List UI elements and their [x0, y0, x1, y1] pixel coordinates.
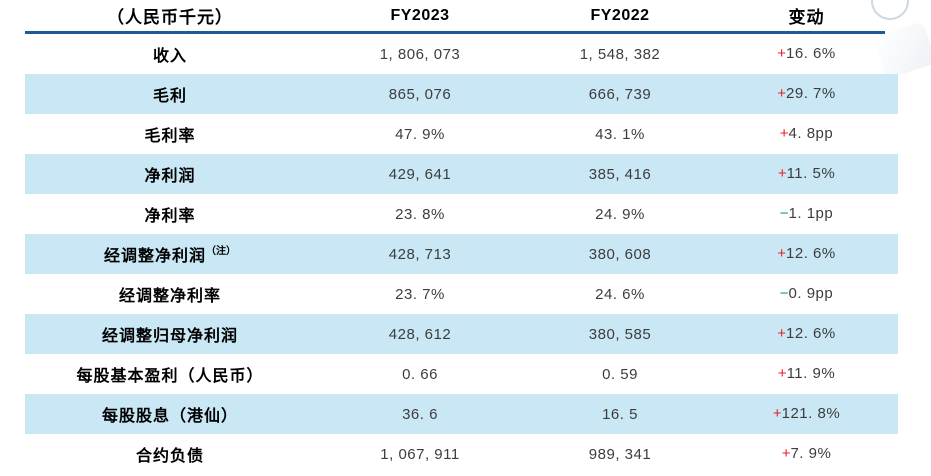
table-row: 合约负债 1, 067, 911 989, 341 +7. 9% [25, 434, 898, 474]
change-amount: 7. 9% [790, 445, 832, 462]
fy2022-value: 16. 5 [602, 405, 638, 423]
change-sign: + [777, 165, 787, 182]
table-row: 每股基本盈利（人民币） 0. 66 0. 59 +11. 9% [25, 354, 898, 394]
change-sign: + [779, 125, 789, 142]
change-amount: 11. 5% [786, 165, 836, 182]
table-row: 经调整归母净利润 428, 612 380, 585 +12. 6% [25, 314, 898, 354]
column-header-fy2023: FY2023 [390, 6, 450, 24]
change-value: +121. 8% [715, 405, 898, 423]
change-sign: − [779, 285, 789, 302]
column-header-fy2022: FY2022 [590, 6, 650, 24]
fy2022-value: 666, 739 [588, 85, 652, 103]
change-value: +12. 6% [715, 245, 898, 263]
fy2023-value: 865, 076 [388, 85, 452, 103]
column-header-change: 变动 [788, 8, 825, 27]
change-value: +12. 6% [715, 325, 898, 343]
change-value: +7. 9% [715, 445, 898, 463]
change-amount: 0. 9pp [788, 285, 834, 302]
change-sign: + [777, 85, 787, 102]
row-label: 经调整净利率 [118, 288, 221, 305]
fy2022-value: 380, 608 [588, 245, 652, 263]
row-label: 毛利率 [144, 128, 196, 145]
fy2022-value: 0. 59 [602, 365, 638, 383]
row-label: 每股基本盈利（人民币） [76, 368, 264, 385]
change-value: +16. 6% [715, 45, 898, 63]
change-amount: 121. 8% [781, 405, 841, 422]
header-divider-line [25, 31, 885, 34]
fy2023-value: 428, 612 [388, 325, 452, 343]
fy2023-value: 47. 9% [395, 125, 445, 143]
change-sign: + [781, 445, 791, 462]
change-value: +11. 9% [715, 365, 898, 383]
fy2023-value: 0. 66 [402, 365, 438, 383]
table-row: 净利润 429, 641 385, 416 +11. 5% [25, 154, 898, 194]
fy2023-value: 1, 067, 911 [380, 445, 460, 463]
change-value: −0. 9pp [715, 285, 898, 303]
fy2022-value: 24. 9% [595, 205, 645, 223]
row-label: 合约负债 [135, 448, 204, 465]
change-sign: + [772, 405, 782, 422]
table-row: 每股股息（港仙） 36. 6 16. 5 +121. 8% [25, 394, 898, 434]
fy2022-value: 1, 548, 382 [579, 45, 661, 63]
fy2022-value: 43. 1% [595, 125, 645, 143]
fy2023-value: 23. 8% [395, 205, 445, 223]
table-row: 经调整净利润（注） 428, 713 380, 608 +12. 6% [25, 234, 898, 274]
fy2023-value: 23. 7% [395, 285, 445, 303]
row-label: 经调整归母净利润 [101, 328, 238, 345]
fy2022-value: 24. 6% [595, 285, 645, 303]
fy2023-value: 1, 806, 073 [379, 45, 461, 63]
change-sign: + [777, 325, 787, 342]
row-label: 毛利 [152, 88, 187, 105]
financial-results-table: （人民币千元） FY2023 FY2022 变动 收入 1, 806, 073 1,… [25, 0, 898, 465]
column-header-unit: （人民币千元） [107, 8, 233, 27]
change-amount: 1. 1pp [788, 205, 834, 222]
row-label: 经调整净利润（注） [103, 246, 236, 265]
change-amount: 16. 6% [786, 45, 836, 62]
row-label-note: （注） [206, 246, 236, 257]
fy2023-value: 428, 713 [388, 245, 452, 263]
change-amount: 29. 7% [786, 85, 836, 102]
row-label: 净利润 [144, 168, 196, 185]
table-row: 净利率 23. 8% 24. 9% −1. 1pp [25, 194, 898, 234]
fy2022-value: 385, 416 [588, 165, 652, 183]
row-label: 收入 [152, 48, 187, 65]
table-row: 毛利率 47. 9% 43. 1% +4. 8pp [25, 114, 898, 154]
change-value: +11. 5% [715, 165, 898, 183]
change-sign: + [777, 45, 787, 62]
fy2022-value: 989, 341 [588, 445, 652, 463]
row-label: 每股股息（港仙） [101, 408, 238, 425]
change-sign: − [779, 205, 789, 222]
table-header-row: （人民币千元） FY2023 FY2022 变动 [25, 0, 898, 31]
fy2022-value: 380, 585 [588, 325, 652, 343]
change-sign: + [777, 365, 787, 382]
change-amount: 12. 6% [786, 325, 836, 342]
change-amount: 4. 8pp [788, 125, 834, 142]
change-amount: 11. 9% [786, 365, 836, 382]
row-label: 净利率 [144, 208, 196, 225]
table-row: 经调整净利率 23. 7% 24. 6% −0. 9pp [25, 274, 898, 314]
change-value: +29. 7% [715, 85, 898, 103]
table-body: 收入 1, 806, 073 1, 548, 382 +16. 6% 毛利 865, 07… [25, 34, 898, 474]
table-row: 毛利 865, 076 666, 739 +29. 7% [25, 74, 898, 114]
fy2023-value: 36. 6 [402, 405, 438, 423]
change-amount: 12. 6% [786, 245, 836, 262]
fy2023-value: 429, 641 [388, 165, 452, 183]
change-value: +4. 8pp [715, 125, 898, 143]
change-value: −1. 1pp [715, 205, 898, 223]
table-row: 收入 1, 806, 073 1, 548, 382 +16. 6% [25, 34, 898, 74]
change-sign: + [777, 245, 787, 262]
